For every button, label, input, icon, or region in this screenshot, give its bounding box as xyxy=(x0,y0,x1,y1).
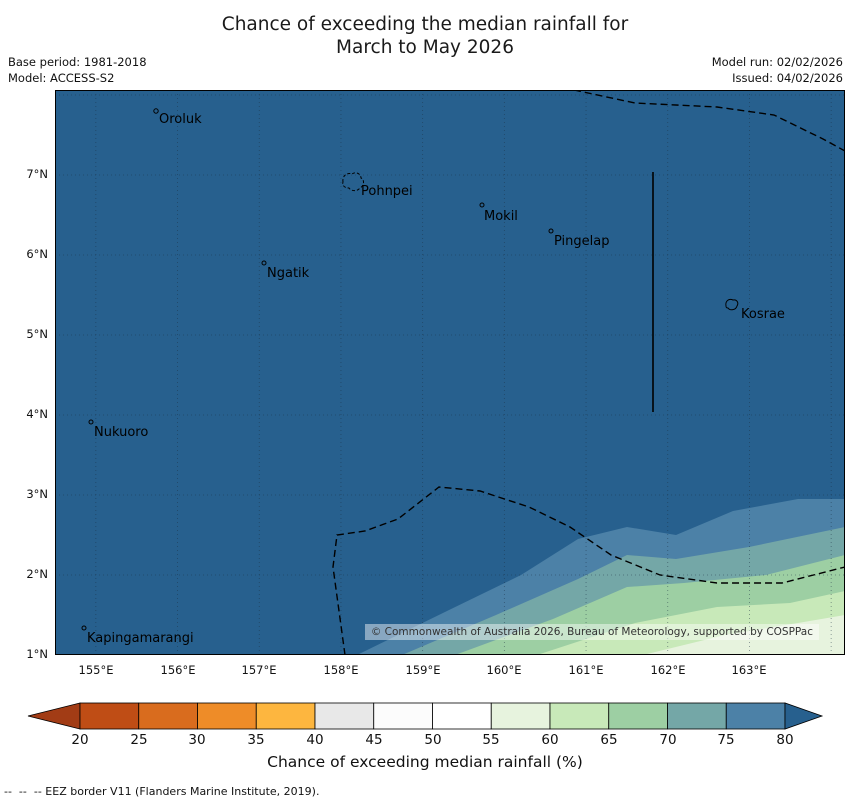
mokil-island-marker xyxy=(479,202,485,208)
lon-axis-label-161e: 161°E xyxy=(568,663,604,677)
map-frame xyxy=(55,90,845,655)
colorbar-arrow-lt20 xyxy=(27,702,81,730)
colorbar-tick-45: 45 xyxy=(365,732,383,748)
colorbar-tick-75: 75 xyxy=(717,732,735,748)
meta-left: Base period: 1981-2018 Model: ACCESS-S2 xyxy=(8,54,147,86)
page-title-line2: March to May 2026 xyxy=(336,37,514,59)
lon-axis-label-157e: 157°E xyxy=(241,663,277,677)
eez-footnote: -- -- -- EEZ border V11 (Flanders Marine… xyxy=(4,785,320,798)
colorbar-cell-20-25 xyxy=(79,702,140,730)
island-label-ngatik: Ngatik xyxy=(267,266,310,281)
page-title-line1: Chance of exceeding the median rainfall … xyxy=(221,14,629,35)
island-label-nukuoro: Nukuoro xyxy=(94,425,149,440)
colorbar-tick-65: 65 xyxy=(600,732,618,748)
pingelap-island-marker xyxy=(548,228,554,234)
colorbar-tick-40: 40 xyxy=(306,732,324,748)
lon-axis-label-155e: 155°E xyxy=(78,663,114,677)
colorbar-tick-50: 50 xyxy=(424,732,442,748)
map-plot-area: Oroluk Pohnpei Mokil Pingelap Ngatik Kos… xyxy=(55,90,845,655)
lat-axis-label-6n: 6°N xyxy=(26,247,48,261)
lat-axis-label-3n: 3°N xyxy=(26,487,48,501)
lon-axis-label-160e: 160°E xyxy=(486,663,522,677)
colorbar-cell-50-55 xyxy=(432,702,492,730)
colorbar-tick-20: 20 xyxy=(71,732,89,748)
colorbar-cell-60-65 xyxy=(549,702,610,730)
colorbar-tick-35: 35 xyxy=(247,732,265,748)
lat-axis-label-5n: 5°N xyxy=(26,327,48,341)
colorbar-arrow-gt80 xyxy=(784,702,824,730)
colorbar-cell-35-40 xyxy=(255,702,316,730)
map-canvas xyxy=(55,90,845,655)
colorbar: 20 25 30 35 40 45 50 55 60 65 70 75 80 C… xyxy=(0,702,850,802)
model-text: Model: ACCESS-S2 xyxy=(8,71,115,86)
pohnpei-island-outline xyxy=(342,172,364,192)
colorbar-tick-30: 30 xyxy=(188,732,206,748)
issued-text: Issued: 04/02/2026 xyxy=(732,71,843,86)
island-label-mokil: Mokil xyxy=(484,209,518,224)
island-label-kapingamarangi: Kapingamarangi xyxy=(87,631,194,646)
lon-axis-label-159e: 159°E xyxy=(405,663,441,677)
colorbar-caption: Chance of exceeding median rainfall (%) xyxy=(267,753,583,771)
page-title: Chance of exceeding the median rainfall … xyxy=(0,13,850,59)
base-period-text: Base period: 1981-2018 xyxy=(8,55,147,69)
colorbar-swatches xyxy=(27,702,824,730)
colorbar-cell-25-30 xyxy=(138,702,198,730)
colorbar-tick-55: 55 xyxy=(482,732,500,748)
lat-axis-label-1n: 1°N xyxy=(26,647,48,661)
colorbar-cell-45-50 xyxy=(373,702,433,730)
colorbar-tick-70: 70 xyxy=(659,732,677,748)
lat-axis-label-7n: 7°N xyxy=(26,167,48,181)
island-label-kosrae: Kosrae xyxy=(741,307,785,322)
lat-axis-label-4n: 4°N xyxy=(26,407,48,421)
ngatik-island-marker xyxy=(261,260,267,266)
island-label-oroluk: Oroluk xyxy=(159,112,202,127)
nukuoro-island-marker xyxy=(88,419,94,425)
colorbar-tick-60: 60 xyxy=(541,732,559,748)
meta-right: Model run: 02/02/2026 Issued: 04/02/2026 xyxy=(712,54,843,86)
lat-axis-label-2n: 2°N xyxy=(26,567,48,581)
map-band-55-60 xyxy=(643,615,845,655)
kosrae-island-outline xyxy=(725,298,739,311)
colorbar-cell-75-80 xyxy=(725,702,786,730)
colorbar-cell-40-45 xyxy=(314,702,375,730)
island-label-pohnpei: Pohnpei xyxy=(361,184,413,199)
colorbar-cell-55-60 xyxy=(490,702,551,730)
lon-axis-label-156e: 156°E xyxy=(160,663,196,677)
island-label-pingelap: Pingelap xyxy=(554,234,610,249)
colorbar-cell-65-70 xyxy=(608,702,668,730)
colorbar-tick-80: 80 xyxy=(776,732,794,748)
colorbar-cell-70-75 xyxy=(667,702,727,730)
kapingamarangi-island-marker xyxy=(81,625,87,631)
lon-axis-label-158e: 158°E xyxy=(323,663,359,677)
eez-border-south xyxy=(332,486,845,655)
model-run-text: Model run: 02/02/2026 xyxy=(711,55,843,69)
lon-axis-label-162e: 162°E xyxy=(650,663,686,677)
oroluk-island-marker xyxy=(153,108,159,114)
colorbar-tick-25: 25 xyxy=(130,732,148,748)
copyright-text: © Commonwealth of Australia 2026, Bureau… xyxy=(364,624,819,640)
lon-axis-label-163e: 163°E xyxy=(731,663,767,677)
colorbar-cell-30-35 xyxy=(197,702,257,730)
